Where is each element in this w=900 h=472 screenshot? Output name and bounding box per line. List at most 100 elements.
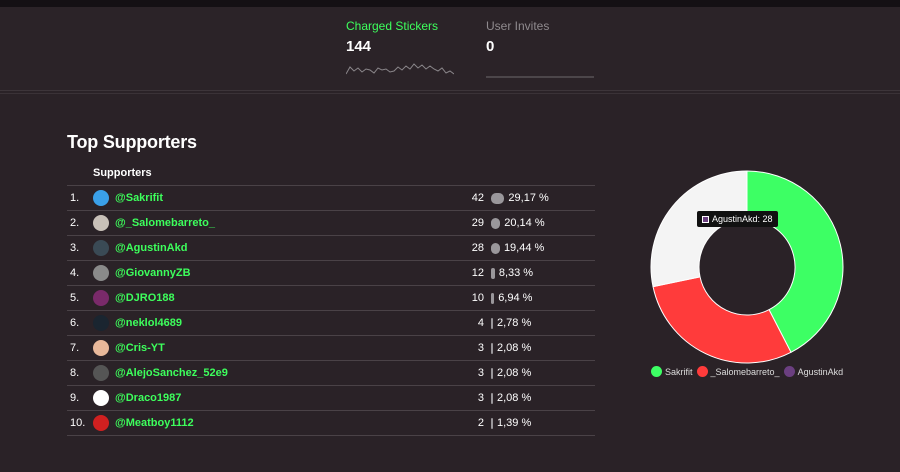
user-invites-sparkline <box>486 76 594 78</box>
supporters-donut-chart[interactable] <box>650 170 844 364</box>
user-invites-value: 0 <box>486 38 495 55</box>
legend-label: _Salomebarreto_ <box>710 367 780 377</box>
legend-dot-icon <box>696 366 708 377</box>
section-divider <box>0 93 900 94</box>
share-percent: 2,08 % <box>497 392 532 404</box>
legend-label: Sakrifit <box>665 367 693 377</box>
sticker-count: 2 <box>477 417 484 429</box>
share-percent: 19,44 % <box>503 242 545 254</box>
charged-stickers-value: 144 <box>346 38 372 55</box>
chart-legend: Sakrifit _Salomebarreto_ AgustinAkd <box>651 366 847 377</box>
supporter-name-link[interactable]: @AgustinAkd <box>115 242 188 254</box>
supporters-column-header: Supporters <box>93 167 152 179</box>
supporter-name-link[interactable]: @Draco1987 <box>115 392 182 404</box>
header-divider <box>67 185 595 186</box>
hooded-avatar-icon[interactable] <box>93 315 109 331</box>
charged-stickers-stat: Charged Stickers 144 <box>346 19 438 55</box>
share-percent: 29,17 % <box>508 192 549 204</box>
donut-slice-agustinakd[interactable] <box>650 170 748 288</box>
dark-avatar-icon[interactable] <box>93 240 109 256</box>
supporter-name-link[interactable]: @neklol4689 <box>115 317 182 329</box>
charged-stickers-label: Charged Stickers <box>346 19 439 33</box>
rank-number: 1. <box>70 192 80 204</box>
share-bar <box>491 418 493 429</box>
share-percent: 20,14 % <box>504 217 545 229</box>
share-bar <box>491 318 493 329</box>
user-invites-label: User Invites <box>486 19 550 33</box>
supporters-table: 1. @Sakrifit 42 29,17 % 2. @_Salomebarreto_ 29… <box>67 186 595 436</box>
skull-avatar-icon[interactable] <box>93 265 109 281</box>
legend-dot-icon <box>783 366 795 377</box>
charged-stickers-sparkline <box>346 63 454 75</box>
tooltip-swatch-icon <box>702 216 709 223</box>
legend-item[interactable]: AgustinAkd <box>783 366 844 377</box>
share-percent: 2,78 % <box>497 317 532 329</box>
supporter-name-link[interactable]: @_Salomebarreto_ <box>115 217 215 229</box>
rank-number: 7. <box>70 342 80 354</box>
legend-dot-icon <box>651 366 662 377</box>
share-percent: 1,39 % <box>497 417 532 429</box>
share-percent: 2,08 % <box>497 367 532 379</box>
sticker-count: 4 <box>477 317 484 329</box>
supporter-name-link[interactable]: @Cris-YT <box>115 342 165 354</box>
rank-number: 9. <box>70 392 80 404</box>
donut-slice-salomebarreto[interactable] <box>652 276 792 364</box>
table-row: 10. @Meatboy1112 2 1,39 % <box>67 411 595 436</box>
share-percent: 8,33 % <box>498 267 534 279</box>
legend-item[interactable]: Sakrifit <box>651 366 693 377</box>
supporter-name-link[interactable]: @AlejoSanchez_52e9 <box>115 367 228 379</box>
share-bar <box>491 268 495 279</box>
supporter-name-link[interactable]: @Meatboy1112 <box>115 417 194 429</box>
share-bar <box>491 193 505 204</box>
sticker-count: 10 <box>471 292 484 304</box>
share-bar <box>491 393 493 404</box>
supporter-name-link[interactable]: @GiovannyZB <box>115 267 191 279</box>
sticker-count: 12 <box>471 267 484 279</box>
user-invites-stat: User Invites 0 <box>486 19 549 55</box>
tooltip-text: AgustinAkd: 28 <box>712 214 773 224</box>
smiley-avatar-icon[interactable] <box>93 390 109 406</box>
character-avatar-icon[interactable] <box>93 215 109 231</box>
rank-number: 2. <box>70 217 80 229</box>
table-row: 5. @DJRO188 10 6,94 % <box>67 286 595 311</box>
top-bar <box>0 0 900 7</box>
rank-number: 3. <box>70 242 80 254</box>
table-row: 7. @Cris-YT 3 2,08 % <box>67 336 595 361</box>
share-bar <box>491 368 493 379</box>
table-row: 2. @_Salomebarreto_ 29 20,14 % <box>67 211 595 236</box>
supporter-name-link[interactable]: @DJRO188 <box>115 292 175 304</box>
table-row: 9. @Draco1987 3 2,08 % <box>67 386 595 411</box>
share-bar <box>491 343 493 354</box>
table-row: 6. @neklol4689 4 2,78 % <box>67 311 595 336</box>
grey-avatar-icon[interactable] <box>93 365 109 381</box>
rank-number: 6. <box>70 317 80 329</box>
rank-number: 5. <box>70 292 80 304</box>
sticker-count: 3 <box>477 367 484 379</box>
face-avatar-icon[interactable] <box>93 340 109 356</box>
share-percent: 6,94 % <box>498 292 533 304</box>
purple-avatar-icon[interactable] <box>93 290 109 306</box>
share-bar <box>491 218 501 229</box>
chart-tooltip: AgustinAkd: 28 <box>697 211 778 227</box>
legend-item[interactable]: _Salomebarreto_ <box>696 366 780 377</box>
rank-number: 8. <box>70 367 80 379</box>
share-bar <box>491 293 495 304</box>
share-percent: 2,08 % <box>497 342 532 354</box>
sticker-count: 28 <box>471 242 484 254</box>
sticker-count: 3 <box>477 392 484 404</box>
rank-number: 10. <box>70 417 86 429</box>
table-row: 4. @GiovannyZB 12 8,33 % <box>67 261 595 286</box>
table-row: 3. @AgustinAkd 28 19,44 % <box>67 236 595 261</box>
rank-number: 4. <box>70 267 80 279</box>
supporter-name-link[interactable]: @Sakrifit <box>115 192 164 204</box>
sticker-count: 42 <box>471 192 484 204</box>
red-avatar-icon[interactable] <box>93 415 109 431</box>
share-bar <box>491 243 500 254</box>
table-row: 8. @AlejoSanchez_52e9 3 2,08 % <box>67 361 595 386</box>
legend-label: AgustinAkd <box>797 367 844 377</box>
page-title: Top Supporters <box>67 132 197 152</box>
stats-panel: Charged Stickers 144 User Invites 0 <box>0 7 900 91</box>
table-row: 1. @Sakrifit 42 29,17 % <box>67 186 595 211</box>
sticker-count: 29 <box>471 217 484 229</box>
blue-avatar-icon[interactable] <box>93 190 109 206</box>
